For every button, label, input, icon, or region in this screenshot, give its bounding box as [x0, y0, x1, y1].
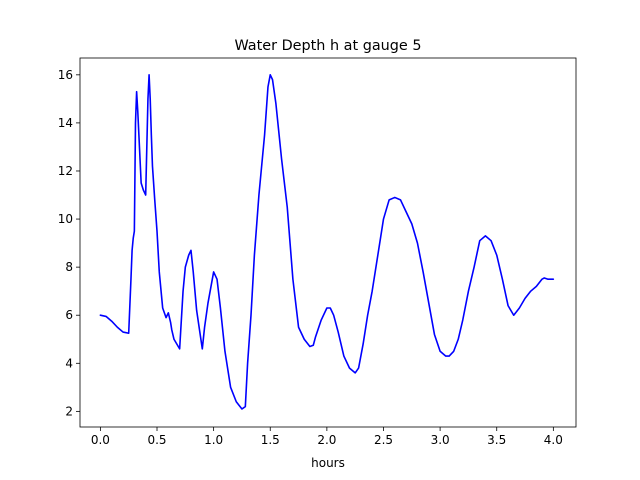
y-tick-label: 8 [65, 260, 73, 274]
y-tick-label: 6 [65, 308, 73, 322]
y-tick-label: 12 [58, 164, 73, 178]
x-tick-label: 4.0 [544, 433, 563, 447]
chart-title: Water Depth h at gauge 5 [234, 38, 421, 54]
x-tick-label: 3.5 [487, 433, 506, 447]
x-tick-label: 2.5 [374, 433, 393, 447]
x-tick-label: 0.5 [147, 433, 166, 447]
y-tick-label: 2 [65, 404, 73, 418]
x-tick-label: 3.0 [431, 433, 450, 447]
x-tick-label: 1.0 [204, 433, 223, 447]
axes-frame [79, 57, 577, 428]
y-tick-label: 16 [58, 68, 73, 82]
axes-background [80, 58, 576, 427]
x-tick-label: 0.0 [91, 433, 110, 447]
x-tick-label: 2.0 [317, 433, 336, 447]
plot-area [80, 58, 576, 427]
y-tick-label: 4 [65, 356, 73, 370]
series-line-0 [99, 74, 555, 410]
x-axis-ticks: 0.0 0.5 1.0 1.5 2.0 2.5 3.0 3.5 4.0 [91, 427, 563, 447]
x-axis-label: hours [311, 456, 345, 470]
x-tick-label: 1.5 [261, 433, 280, 447]
y-tick-label: 14 [58, 116, 73, 130]
y-tick-label: 10 [58, 212, 73, 226]
series-layer [99, 74, 555, 410]
y-axis-ticks: 2 4 6 8 10 12 14 16 [58, 68, 80, 418]
